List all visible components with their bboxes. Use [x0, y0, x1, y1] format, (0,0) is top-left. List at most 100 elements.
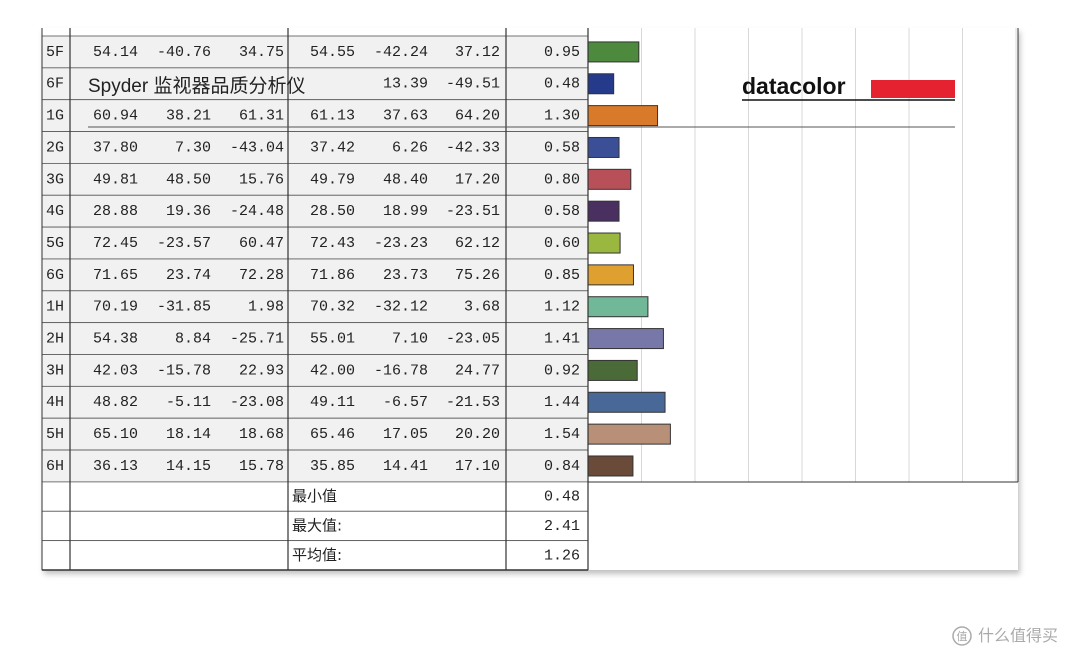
bar: [587, 168, 632, 190]
cell: -23.23: [374, 235, 428, 252]
row-bg: [41, 322, 589, 355]
table: 5F 54.14 -40.76 34.75 54.55 -42.24 37.12 0.95 6F…: [41, 28, 671, 571]
cell: -25.71: [230, 331, 284, 348]
cell: 54.14: [93, 44, 138, 61]
cell: 7.30: [175, 139, 211, 156]
cell: 17.05: [383, 426, 428, 443]
cell: 1.12: [544, 299, 580, 316]
cell: -42.33: [446, 139, 500, 156]
summary-row: [41, 481, 589, 512]
cell: 8.84: [175, 331, 211, 348]
cell: 61.13: [310, 108, 355, 125]
bar: [587, 391, 666, 413]
bar: [587, 455, 634, 477]
cell: 28.88: [93, 203, 138, 220]
cell: 3.68: [464, 299, 500, 316]
cell: 42.00: [310, 362, 355, 379]
cell: -32.12: [374, 299, 428, 316]
watermark-icon-text: 值: [957, 630, 968, 643]
cell: 17.10: [455, 458, 500, 475]
cell: -23.08: [230, 394, 284, 411]
cell: 62.12: [455, 235, 500, 252]
row-label: 5G: [46, 235, 64, 252]
cell: 15.78: [239, 458, 284, 475]
cell: 42.03: [93, 362, 138, 379]
cell: 71.86: [310, 267, 355, 284]
cell: 0.95: [544, 44, 580, 61]
row-label: 3H: [46, 362, 64, 379]
cell: 1.44: [544, 394, 580, 411]
cell: -6.57: [383, 394, 428, 411]
cell: 36.13: [93, 458, 138, 475]
row-label: 4G: [46, 203, 64, 220]
cell: 60.47: [239, 235, 284, 252]
cell: 1.98: [248, 299, 284, 316]
bar: [587, 296, 649, 318]
bar: [587, 359, 638, 381]
bar: [587, 105, 659, 127]
chart-grid: [641, 28, 1017, 482]
cell: 65.10: [93, 426, 138, 443]
watermark-text: 什么值得买: [978, 627, 1058, 645]
cell: 23.73: [383, 267, 428, 284]
cell: 0.60: [544, 235, 580, 252]
bar: [587, 136, 620, 158]
cell: 61.31: [239, 108, 284, 125]
cell: 24.77: [455, 362, 500, 379]
cell: 17.20: [455, 171, 500, 188]
cell: 18.14: [166, 426, 211, 443]
cell: 65.46: [310, 426, 355, 443]
row-bg: [41, 194, 589, 228]
row-bg: [41, 385, 589, 419]
cell: 37.80: [93, 139, 138, 156]
row-bg: [41, 131, 589, 164]
watermark-icon: [952, 626, 972, 646]
cell: -42.24: [374, 44, 428, 61]
cell: 19.36: [166, 203, 211, 220]
cell: 60.94: [93, 108, 138, 125]
bar: [587, 328, 664, 350]
cell: 37.12: [455, 44, 500, 61]
cell: 48.82: [93, 394, 138, 411]
summary-row: [41, 510, 589, 542]
cell: 13.39: [383, 76, 428, 93]
cell: 49.11: [310, 394, 355, 411]
row-bg: [41, 35, 589, 69]
bar: [587, 41, 640, 63]
row-bg: [41, 449, 589, 483]
cell: 70.19: [93, 299, 138, 316]
row-label: 6F: [46, 76, 64, 93]
cell: 54.55: [310, 44, 355, 61]
cell: -23.57: [157, 235, 211, 252]
cell: 23.74: [166, 267, 211, 284]
cell: 20.20: [455, 426, 500, 443]
row-bg: [41, 226, 589, 260]
cell: 71.65: [93, 267, 138, 284]
row-label: 4H: [46, 394, 64, 411]
cell: 22.93: [239, 362, 284, 379]
cell: 49.81: [93, 171, 138, 188]
cell: 49.79: [310, 171, 355, 188]
cell: 15.76: [239, 171, 284, 188]
cell: 0.84: [544, 458, 580, 475]
bar: [587, 423, 671, 445]
cell: 18.68: [239, 426, 284, 443]
overlay-title: Spyder 监视器品质分析仪: [88, 75, 305, 97]
bar: [587, 73, 615, 95]
cell: 48.50: [166, 171, 211, 188]
summary-value: 1.26: [544, 547, 580, 564]
summary-label: 平均值:: [292, 546, 342, 564]
cell: 1.41: [544, 331, 580, 348]
row-label: 2G: [46, 139, 64, 156]
cell: 0.85: [544, 267, 580, 284]
cell: 35.85: [310, 458, 355, 475]
row-label: 5F: [46, 44, 64, 61]
cell: 37.63: [383, 108, 428, 125]
cell: -15.78: [157, 362, 211, 379]
cell: -40.76: [157, 44, 211, 61]
cell: 28.50: [310, 203, 355, 220]
cell: 55.01: [310, 331, 355, 348]
cell: 38.21: [166, 108, 211, 125]
cell: 72.43: [310, 235, 355, 252]
